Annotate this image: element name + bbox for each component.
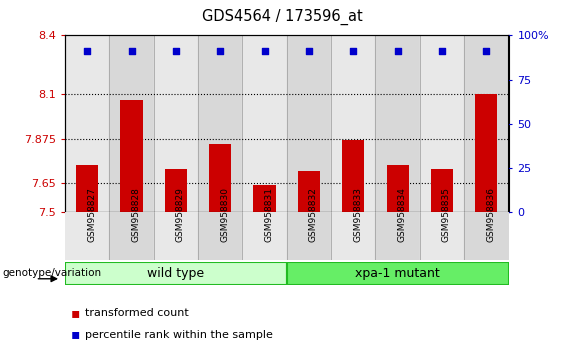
Bar: [386, 165, 408, 212]
Bar: [76, 165, 98, 212]
Text: GSM958835: GSM958835: [442, 187, 451, 242]
Text: genotype/variation: genotype/variation: [3, 268, 102, 278]
Point: [127, 48, 136, 54]
Bar: [110, 35, 154, 212]
Bar: [464, 212, 508, 260]
Bar: [475, 95, 497, 212]
Text: ▪: ▪: [71, 327, 80, 342]
Point: [349, 48, 358, 54]
Text: GSM958834: GSM958834: [398, 187, 407, 242]
Text: transformed count: transformed count: [85, 308, 189, 318]
Text: GSM958833: GSM958833: [353, 187, 362, 242]
Point: [393, 48, 402, 54]
Text: GSM958832: GSM958832: [309, 187, 318, 242]
Bar: [431, 169, 453, 212]
Bar: [120, 100, 142, 212]
Bar: [331, 212, 376, 260]
Point: [171, 48, 180, 54]
Point: [482, 48, 491, 54]
Bar: [298, 171, 320, 212]
Point: [437, 48, 446, 54]
Bar: [375, 35, 420, 212]
Bar: [375, 212, 420, 260]
Text: xpa-1 mutant: xpa-1 mutant: [355, 267, 440, 280]
Bar: [331, 35, 375, 212]
Bar: [242, 212, 287, 260]
Point: [260, 48, 269, 54]
Bar: [198, 35, 242, 212]
Text: wild type: wild type: [147, 267, 205, 280]
Text: GSM958831: GSM958831: [264, 187, 273, 242]
Point: [305, 48, 314, 54]
Point: [216, 48, 225, 54]
Text: GSM958827: GSM958827: [87, 187, 96, 242]
Bar: [242, 35, 286, 212]
Bar: [286, 35, 331, 212]
Bar: [110, 212, 154, 260]
Bar: [420, 35, 464, 212]
Text: GSM958829: GSM958829: [176, 187, 185, 242]
Bar: [198, 212, 242, 260]
Bar: [287, 212, 331, 260]
Bar: [154, 212, 198, 260]
Bar: [342, 139, 364, 212]
FancyBboxPatch shape: [287, 262, 508, 285]
Bar: [420, 212, 464, 260]
Bar: [165, 169, 187, 212]
Text: percentile rank within the sample: percentile rank within the sample: [85, 330, 273, 339]
Text: GSM958836: GSM958836: [486, 187, 496, 242]
Bar: [464, 35, 508, 212]
Text: GSM958828: GSM958828: [132, 187, 141, 242]
Text: GDS4564 / 173596_at: GDS4564 / 173596_at: [202, 9, 363, 25]
Text: ▪: ▪: [71, 306, 80, 320]
Bar: [209, 144, 231, 212]
FancyBboxPatch shape: [65, 262, 287, 285]
Bar: [254, 185, 276, 212]
Point: [82, 48, 92, 54]
Bar: [65, 35, 110, 212]
Text: GSM958830: GSM958830: [220, 187, 229, 242]
Bar: [154, 35, 198, 212]
Bar: [65, 212, 110, 260]
